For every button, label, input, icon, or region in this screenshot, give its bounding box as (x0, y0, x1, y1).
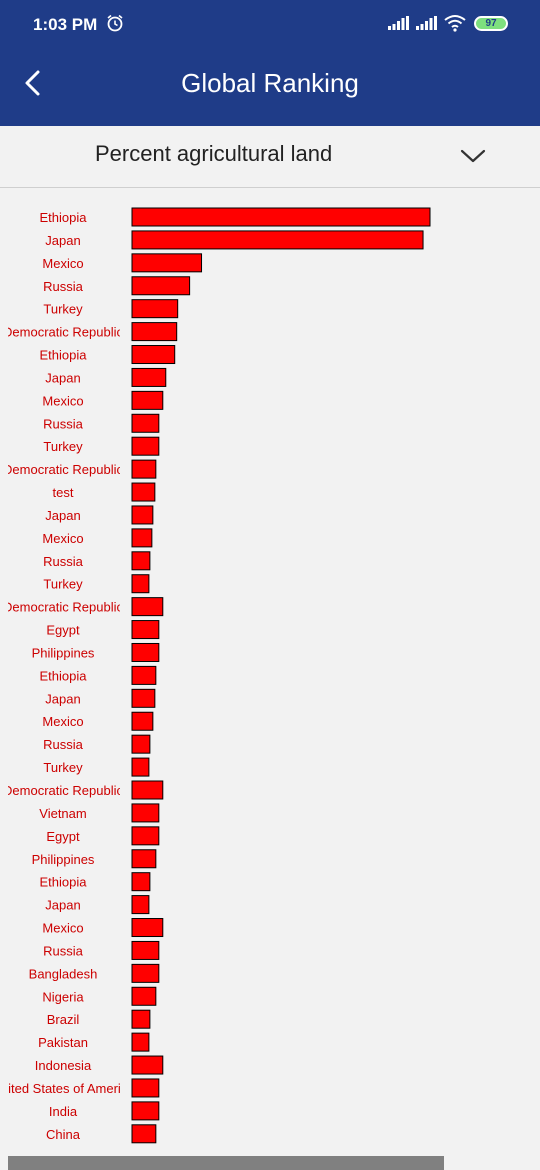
category-label: Ethiopia (40, 668, 88, 683)
bar (131, 826, 160, 846)
category-label: Nigeria (42, 989, 84, 1004)
bar (131, 918, 164, 938)
category-label: Mexico (42, 393, 83, 408)
bar (131, 1055, 164, 1075)
bar (131, 757, 150, 777)
bar (131, 803, 160, 823)
bar (131, 940, 160, 960)
bar (131, 1009, 151, 1029)
bar (131, 963, 160, 983)
bar (131, 1101, 160, 1121)
status-bar: 1:03 PM 97 (0, 0, 540, 50)
category-label: Egypt (46, 623, 80, 638)
category-label: Turkey (43, 302, 83, 317)
category-label: test (53, 485, 74, 500)
bar (131, 620, 160, 640)
bar (131, 551, 151, 571)
category-label: Philippines (32, 645, 95, 660)
category-label: Russia (43, 737, 84, 752)
category-label: Philippines (32, 852, 95, 867)
category-label: Democratic Republic (3, 783, 123, 798)
bar (131, 436, 160, 456)
category-label: Pakistan (38, 1035, 88, 1050)
chevron-left-icon (25, 70, 40, 96)
category-label: Turkey (43, 439, 83, 454)
bar (131, 597, 164, 617)
bar (131, 390, 164, 410)
back-button[interactable] (14, 64, 54, 104)
bar (131, 413, 160, 433)
bar (131, 895, 150, 915)
bar (131, 276, 191, 296)
horizontal-scrollbar[interactable] (8, 1156, 444, 1170)
category-label: Bangladesh (29, 966, 98, 981)
category-label: Mexico (42, 921, 83, 936)
bar (131, 872, 151, 892)
category-label: Ethiopia (40, 210, 88, 225)
bar (131, 711, 154, 731)
category-label: United States of America (0, 1081, 135, 1096)
page-title: Global Ranking (181, 68, 359, 98)
ranking-bar-chart: Ethiopia Japan Mexico Russia Turkey Democrati… (0, 207, 431, 1144)
category-label: Japan (45, 508, 80, 523)
category-label: Japan (45, 233, 80, 248)
category-label: Indonesia (35, 1058, 92, 1073)
bar (131, 505, 154, 525)
category-label: Egypt (46, 829, 80, 844)
category-label: Russia (43, 416, 84, 431)
category-label: China (46, 1127, 81, 1142)
bar (131, 367, 167, 387)
category-label: Japan (45, 898, 80, 913)
category-label: Turkey (43, 577, 83, 592)
bar (131, 230, 424, 250)
bar (131, 459, 157, 479)
status-time: 1:03 PM (33, 15, 98, 34)
wifi-icon (444, 15, 466, 32)
indicator-dropdown-label: Percent agricultural land (95, 141, 333, 166)
bar (131, 207, 431, 227)
bar (131, 528, 153, 548)
battery-indicator: 97 (474, 16, 508, 31)
bar (131, 322, 178, 342)
bar (131, 1032, 150, 1052)
alarm-icon (107, 14, 123, 32)
app-bar: Global Ranking (0, 50, 540, 126)
category-label: Russia (43, 554, 84, 569)
category-label: Democratic Republic (3, 325, 123, 340)
signal-icon (388, 16, 409, 30)
bar (131, 482, 156, 502)
bar (131, 253, 203, 273)
category-label: Japan (45, 691, 80, 706)
signal-icon-2 (416, 16, 437, 30)
bar (131, 734, 151, 754)
category-label: Ethiopia (40, 875, 88, 890)
category-label: India (49, 1104, 78, 1119)
bar (131, 574, 150, 594)
bar (131, 986, 157, 1006)
category-label: Mexico (42, 256, 83, 271)
category-label: Ethiopia (40, 348, 88, 363)
indicator-dropdown[interactable]: Percent agricultural land (0, 126, 540, 188)
category-label: Brazil (47, 1012, 80, 1027)
bar (131, 1124, 157, 1144)
bar (131, 299, 179, 319)
bar (131, 1078, 160, 1098)
bar (131, 665, 157, 685)
bar (131, 849, 157, 869)
category-label: Democratic Republic (3, 462, 123, 477)
category-label: Turkey (43, 760, 83, 775)
category-label: Vietnam (39, 806, 86, 821)
bar (131, 642, 160, 662)
category-label: Japan (45, 370, 80, 385)
bar (131, 688, 156, 708)
category-label: Democratic Republic (3, 600, 123, 615)
category-label: Mexico (42, 714, 83, 729)
bar (131, 780, 164, 800)
chevron-down-icon (460, 149, 486, 163)
category-label: Russia (43, 943, 84, 958)
category-label: Russia (43, 279, 84, 294)
bar (131, 345, 176, 365)
category-label: Mexico (42, 531, 83, 546)
